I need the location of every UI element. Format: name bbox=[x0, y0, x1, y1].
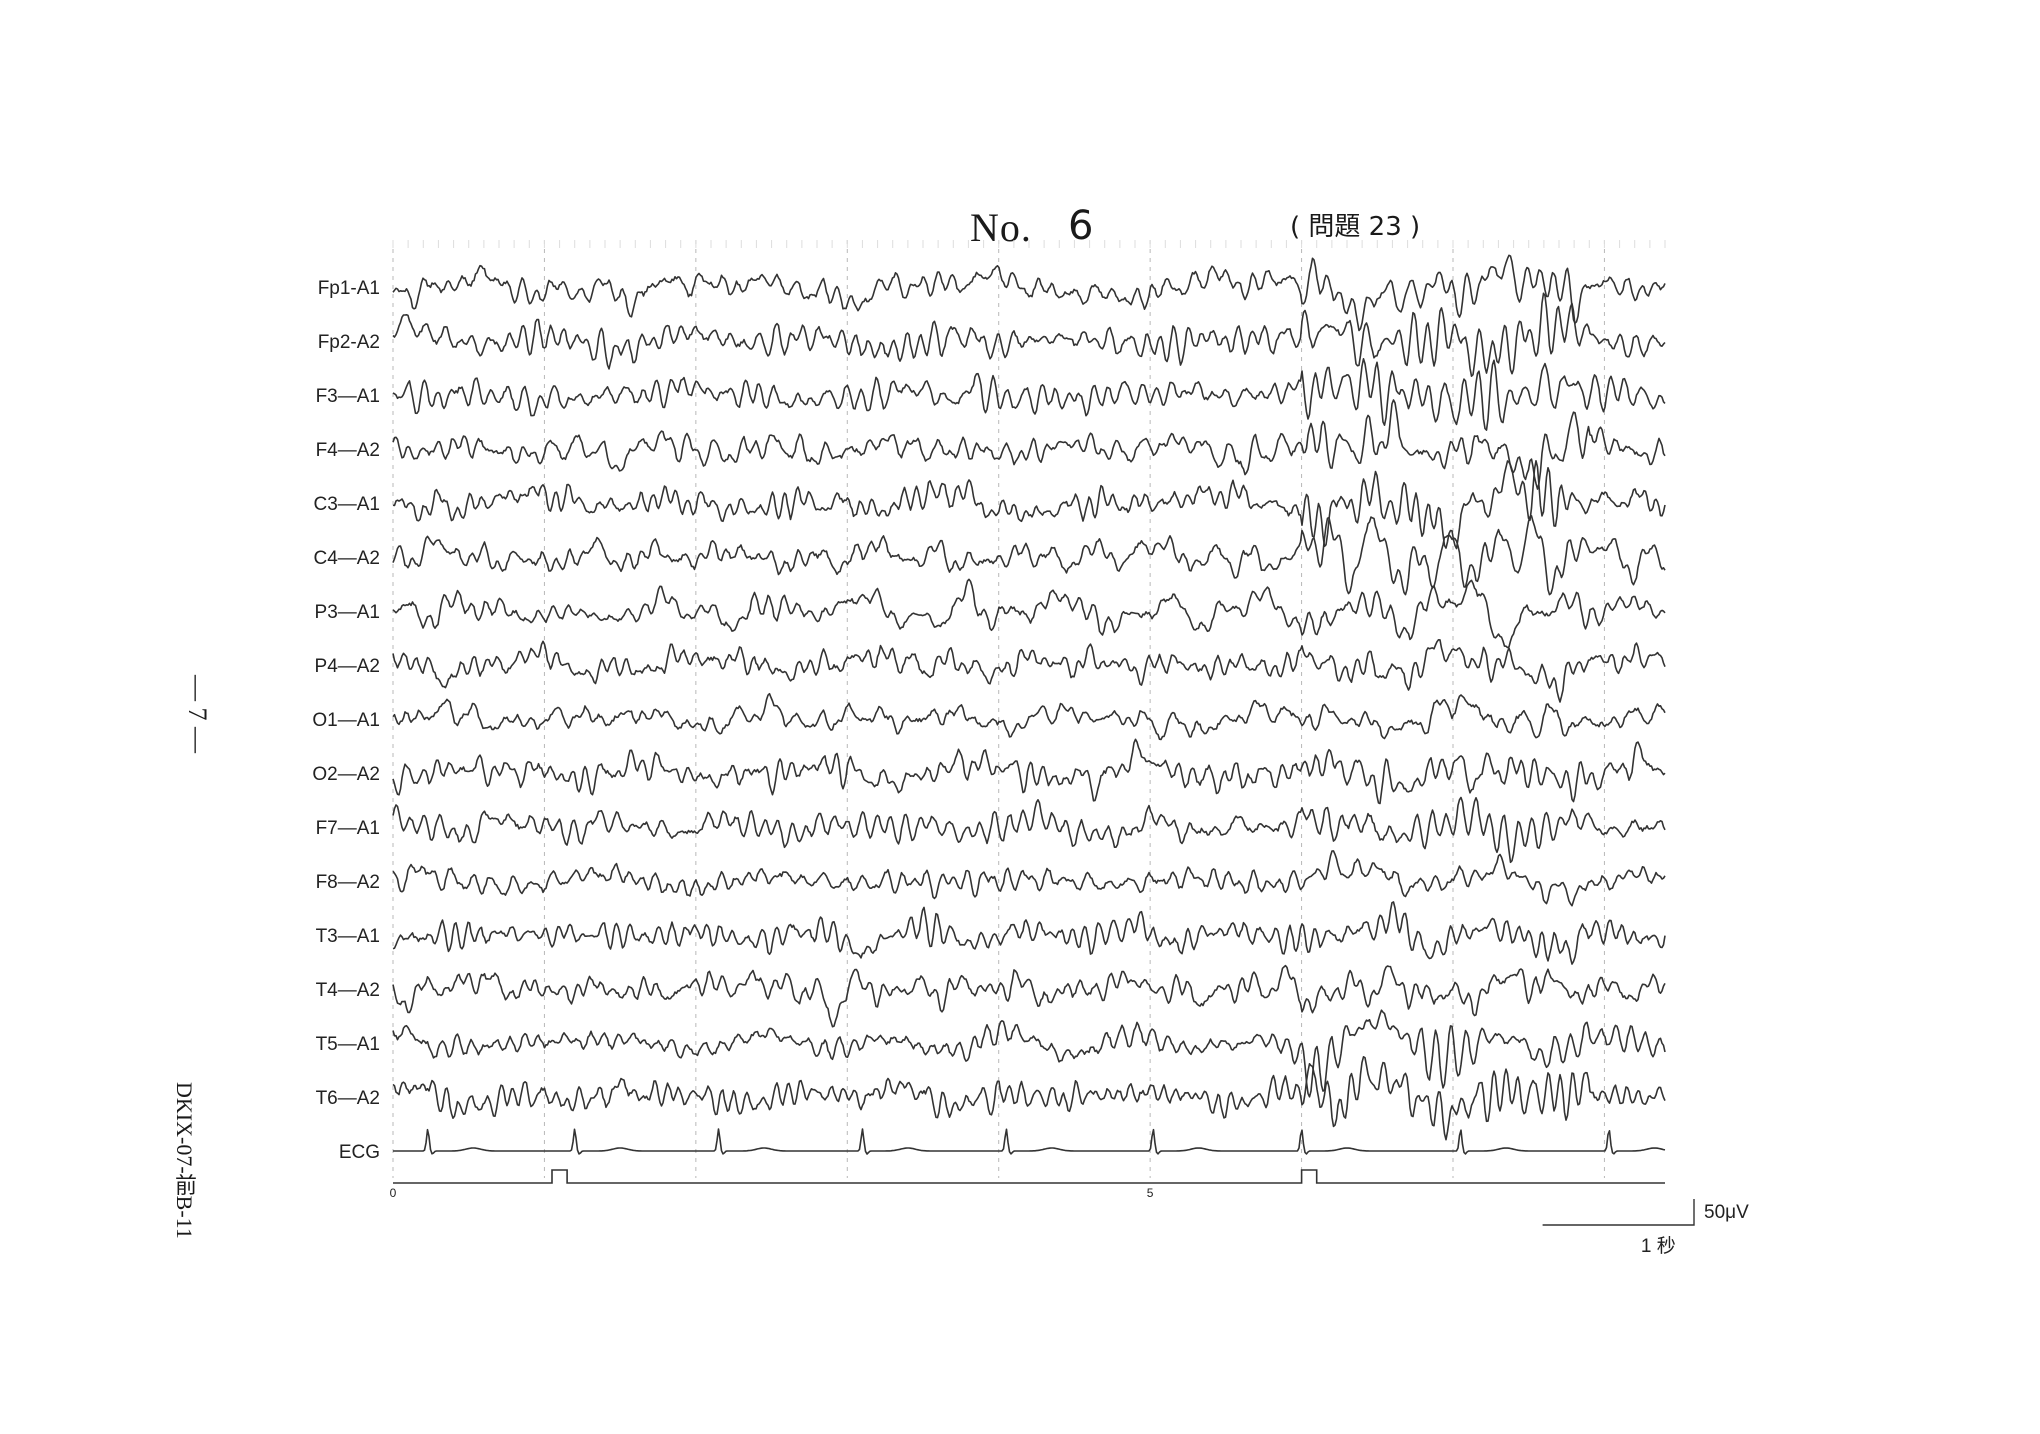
channel-label: T4—A2 bbox=[316, 980, 380, 1001]
page-number: — 7 — bbox=[183, 675, 212, 753]
eeg-trace bbox=[392, 1056, 1666, 1141]
eeg-trace bbox=[392, 692, 1666, 741]
channel-label: Fp2-A2 bbox=[318, 332, 380, 353]
time-tick-label: 5 bbox=[1147, 1186, 1154, 1200]
eeg-trace bbox=[392, 399, 1666, 490]
channel-label: O1—A1 bbox=[312, 710, 380, 731]
question-number: ( 問題 23 ) bbox=[1290, 212, 1421, 242]
eeg-trace bbox=[392, 460, 1666, 550]
document-code: DKIX-07-前B-11 bbox=[172, 1082, 197, 1239]
channel-label: T3—A1 bbox=[316, 926, 380, 947]
eeg-trace bbox=[392, 901, 1666, 965]
eeg-trace bbox=[392, 292, 1666, 377]
time-tick-label: 0 bbox=[390, 1186, 397, 1200]
ecg-trace bbox=[393, 1128, 1666, 1155]
channel-label: P4—A2 bbox=[315, 656, 380, 677]
eeg-trace bbox=[392, 1009, 1666, 1098]
channel-label: F7—A1 bbox=[316, 818, 380, 839]
calibration-bar bbox=[1542, 1199, 1695, 1226]
calibration-time-label: 1 秒 bbox=[1641, 1235, 1676, 1257]
channel-label: C3—A1 bbox=[313, 494, 380, 515]
channel-label: ECG bbox=[339, 1142, 380, 1163]
eeg-trace bbox=[392, 850, 1666, 907]
channel-label: O2—A2 bbox=[312, 764, 380, 785]
channel-label: T5—A1 bbox=[316, 1034, 380, 1055]
eeg-trace bbox=[392, 796, 1666, 864]
eeg-trace bbox=[392, 358, 1666, 431]
calibration-amplitude-label: 50μV bbox=[1704, 1202, 1749, 1223]
eeg-trace bbox=[392, 515, 1666, 596]
channel-label: C4—A2 bbox=[313, 548, 380, 569]
channel-label: P3—A1 bbox=[315, 602, 380, 623]
record-number-label: No. bbox=[970, 205, 1032, 250]
marker-trace bbox=[393, 1169, 1665, 1184]
channel-label: Fp1-A1 bbox=[318, 278, 380, 299]
channel-label: T6—A2 bbox=[316, 1088, 380, 1109]
eeg-trace bbox=[392, 254, 1666, 332]
eeg-trace bbox=[392, 738, 1666, 805]
eeg-trace bbox=[392, 639, 1666, 703]
channel-label: F4—A2 bbox=[316, 440, 380, 461]
eeg-trace bbox=[392, 578, 1666, 649]
channel-label: F3—A1 bbox=[316, 386, 380, 407]
channel-label: F8—A2 bbox=[316, 872, 380, 893]
eeg-trace bbox=[392, 964, 1666, 1028]
